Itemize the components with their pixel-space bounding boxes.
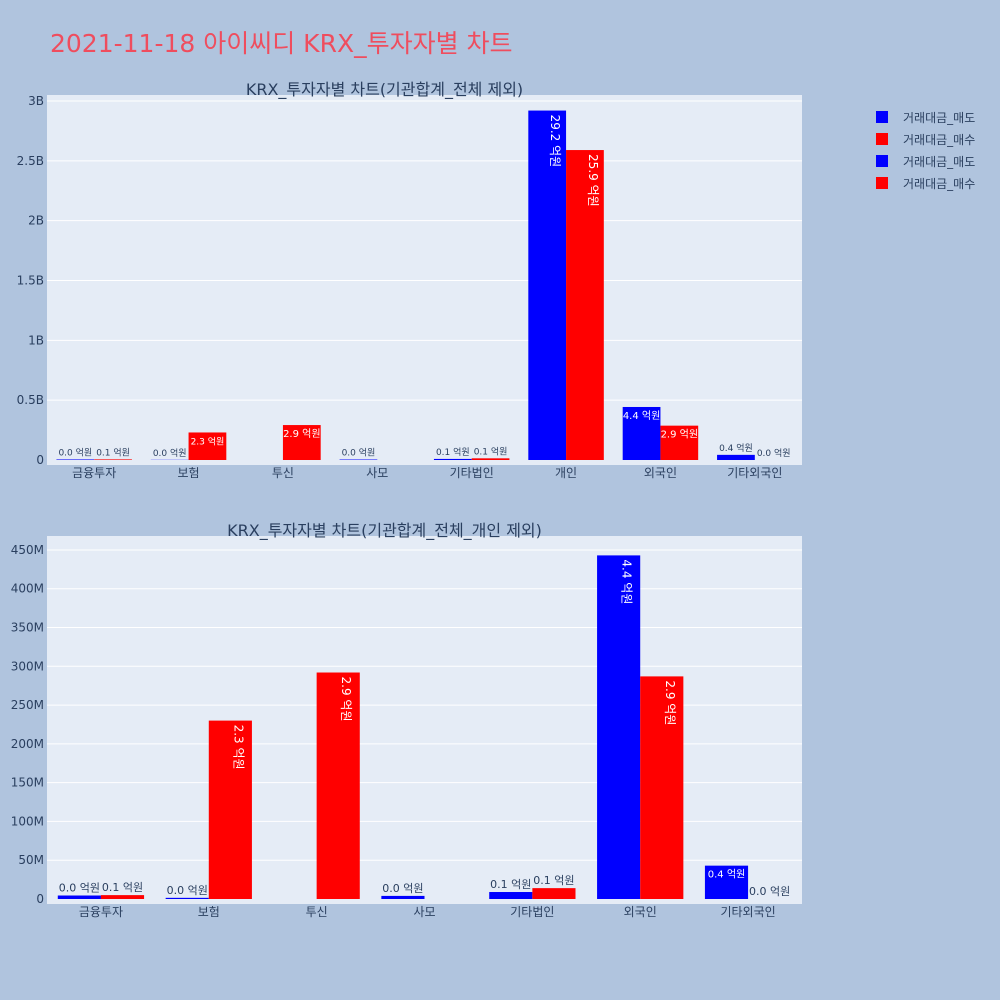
bar	[208, 720, 252, 899]
legend-label: 거래대금_매도	[903, 154, 976, 169]
bar	[489, 892, 533, 899]
bar	[94, 459, 132, 460]
data-label: 0.0 억원	[59, 882, 100, 895]
plot-area	[47, 536, 802, 904]
data-label: 0.0 억원	[167, 884, 208, 897]
bar	[433, 458, 472, 460]
y-tick-label: 400M	[11, 582, 44, 596]
bar	[532, 888, 576, 899]
bar	[381, 895, 425, 899]
x-tick-label: 금융투자	[79, 905, 123, 919]
chart-title: KRX_투자자별 차트(기관합계_전체 제외)	[246, 80, 523, 100]
data-label: 29.2 억원	[548, 115, 562, 168]
legend[interactable]: 거래대금_매도 거래대금_매수 거래대금_매도 거래대금_매수	[876, 106, 975, 194]
y-tick-label: 150M	[11, 776, 44, 790]
bar	[282, 425, 321, 460]
x-tick-label: 외국인	[644, 466, 677, 480]
y-tick-label: 2B	[28, 214, 44, 228]
data-label: 0.1 억원	[533, 874, 574, 887]
bar	[188, 432, 227, 460]
x-tick-label: 기타법인	[510, 905, 554, 919]
x-tick-label: 기타외국인	[727, 466, 782, 480]
bar	[640, 676, 684, 899]
bar	[704, 865, 749, 899]
data-label: 2.9 억원	[661, 429, 698, 441]
data-label: 0.4 억원	[708, 869, 745, 881]
data-label: 0.0 억원	[153, 447, 187, 459]
y-tick-label: 0	[36, 892, 44, 906]
y-tick-label: 100M	[11, 814, 44, 828]
data-label: 0.0 억원	[342, 447, 376, 459]
data-label: 2.3 억원	[191, 435, 225, 447]
x-tick-label: 보험	[198, 905, 220, 919]
y-tick-label: 0.5B	[17, 393, 44, 407]
legend-item[interactable]: 거래대금_매도	[876, 150, 975, 172]
legend-swatch-icon	[876, 111, 888, 123]
legend-item[interactable]: 거래대금_매수	[876, 172, 975, 194]
y-tick-label: 300M	[11, 659, 44, 673]
data-label: 2.9 억원	[663, 680, 677, 725]
legend-label: 거래대금_매수	[903, 176, 976, 191]
x-tick-label: 보험	[178, 466, 200, 480]
y-tick-label: 1B	[28, 333, 44, 347]
data-label: 2.9 억원	[283, 428, 320, 440]
y-tick-label: 450M	[11, 543, 44, 557]
y-tick-label: 350M	[11, 621, 44, 635]
x-tick-label: 개인	[555, 466, 577, 480]
legend-label: 거래대금_매수	[903, 132, 976, 147]
x-tick-label: 기타외국인	[720, 905, 775, 919]
bar	[660, 425, 699, 460]
legend-swatch-icon	[876, 155, 888, 167]
legend-swatch-icon	[876, 133, 888, 145]
bar	[566, 150, 604, 460]
legend-swatch-icon	[876, 177, 888, 189]
y-tick-label: 2.5B	[17, 154, 44, 168]
bar	[56, 459, 95, 460]
x-tick-label: 외국인	[624, 905, 657, 919]
data-label: 0.0 억원	[58, 446, 92, 458]
x-tick-label: 금융투자	[72, 466, 116, 480]
y-tick-label: 1.5B	[17, 273, 44, 287]
legend-item[interactable]: 거래대금_매수	[876, 128, 975, 150]
y-tick-label: 0	[36, 453, 44, 467]
x-tick-label: 사모	[413, 905, 435, 919]
bar	[717, 454, 755, 460]
y-tick-label: 200M	[11, 737, 44, 751]
bar	[165, 897, 209, 899]
data-label: 0.0 억원	[382, 882, 423, 895]
data-label: 4.4 억원	[620, 559, 634, 604]
data-label: 0.1 억원	[436, 446, 470, 458]
y-tick-label: 50M	[18, 853, 44, 867]
data-label: 0.4 억원	[719, 442, 753, 454]
bar	[57, 895, 101, 899]
page-title: 2021-11-18 아이씨디 KRX_투자자별 차트	[50, 29, 513, 58]
data-label: 0.1 억원	[474, 445, 508, 457]
data-label: 0.1 억원	[490, 878, 531, 891]
data-label: 25.9 억원	[586, 154, 600, 207]
data-label: 0.0 억원	[749, 885, 790, 898]
data-label: 0.1 억원	[102, 881, 143, 894]
data-label: 2.9 억원	[339, 677, 353, 722]
data-label: 0.1 억원	[96, 446, 130, 458]
bar	[622, 406, 661, 460]
data-label: 4.4 억원	[623, 410, 660, 422]
legend-label: 거래대금_매도	[903, 110, 976, 125]
x-tick-label: 투신	[306, 905, 328, 919]
x-tick-label: 사모	[366, 466, 388, 480]
bar	[316, 672, 360, 899]
data-label: 2.3 억원	[231, 725, 245, 770]
bar	[528, 110, 567, 461]
y-tick-label: 250M	[11, 698, 44, 712]
chart-title: KRX_투자자별 차트(기관합계_전체_개인 제외)	[227, 521, 542, 541]
bar	[100, 895, 145, 899]
bar	[471, 458, 510, 460]
bar	[597, 555, 641, 899]
x-tick-label: 투신	[272, 466, 294, 480]
legend-item[interactable]: 거래대금_매도	[876, 106, 975, 128]
data-label: 0.0 억원	[757, 447, 791, 459]
y-tick-label: 3B	[28, 94, 44, 108]
x-tick-label: 기타법인	[450, 466, 494, 480]
